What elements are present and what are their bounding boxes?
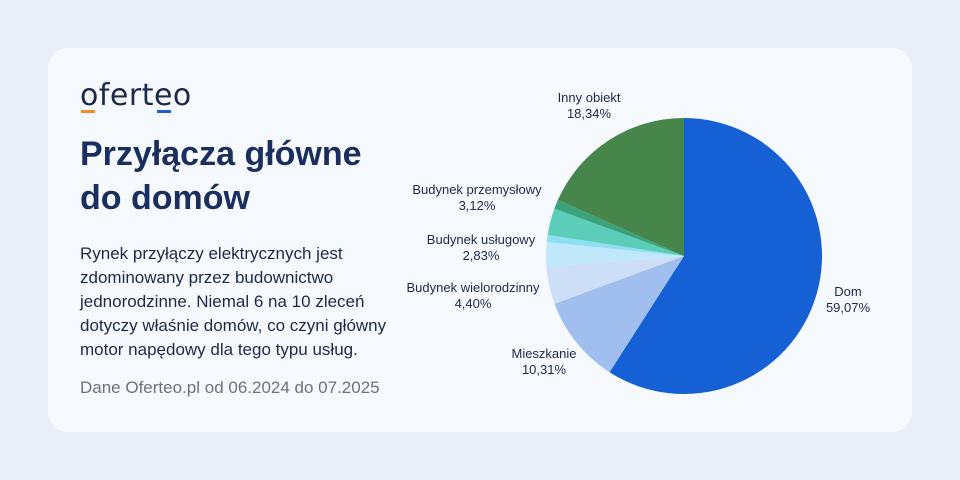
description: Rynek przyłączy elektrycznych jest zdomi… xyxy=(80,242,425,362)
slice-label: Dom xyxy=(834,284,861,299)
slice-value-label: 2,83% xyxy=(463,248,500,263)
page-title: Przyłącza główne do domów xyxy=(80,132,420,220)
logo-underline-orange xyxy=(81,110,95,113)
slice-label: Budynek wielorodzinny xyxy=(407,280,540,295)
description-line: jednorodzinne. Niemal 6 na 10 zleceń xyxy=(80,292,365,311)
logo-underline xyxy=(81,110,191,113)
slice-value-label: 18,34% xyxy=(567,106,612,121)
pie-slice-budynek-usługowy xyxy=(546,242,684,267)
slice-label: Budynek usługowy xyxy=(427,232,536,247)
data-source-note: Dane Oferteo.pl od 06.2024 do 07.2025 xyxy=(80,378,380,397)
pie-slice-unlabeled-4 xyxy=(546,234,684,256)
description-line: zdominowany przez budownictwo xyxy=(80,268,334,287)
description-line: dotyczy właśnie domów, co czyni główny xyxy=(80,316,387,335)
pie-slice-budynek-przemysłowy xyxy=(547,208,684,256)
description-line: motor napędowy dla tego typu usług. xyxy=(80,340,358,359)
pie-slice-dom xyxy=(609,118,822,394)
slice-label: Inny obiekt xyxy=(558,90,621,105)
pie-slice-mieszkanie xyxy=(554,256,684,373)
title-line: do domów xyxy=(80,179,250,217)
slice-label: Budynek przemysłowy xyxy=(412,182,542,197)
pie-slice-unlabeled-6 xyxy=(554,199,684,256)
slice-value-label: 3,12% xyxy=(459,198,496,213)
pie-slice-inny-obiekt xyxy=(557,118,684,256)
slice-value-label: 4,40% xyxy=(455,296,492,311)
slice-label: Mieszkanie xyxy=(511,346,576,361)
title-line: Przyłącza główne xyxy=(80,135,362,173)
oferteo-logo: oferteo xyxy=(80,78,192,113)
slice-value-label: 59,07% xyxy=(826,300,871,315)
pie-slice-budynek-wielorodzinny xyxy=(546,256,684,304)
slice-value-label: 10,31% xyxy=(522,362,567,377)
description-line: Rynek przyłączy elektrycznych jest xyxy=(80,244,343,263)
logo-underline-blue xyxy=(157,110,171,113)
